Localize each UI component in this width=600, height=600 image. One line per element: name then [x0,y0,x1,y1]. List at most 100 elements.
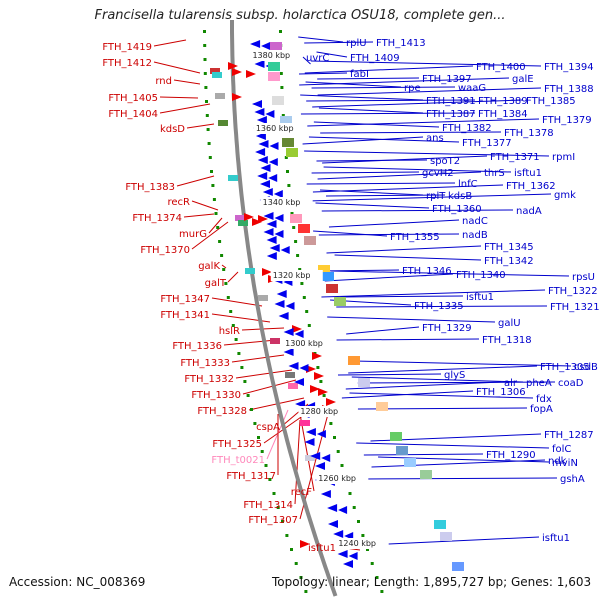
track-dot-left [220,254,224,257]
reverse-gene-arrow [266,252,277,260]
right-label-connector [326,245,482,254]
reverse-gene-arrow [283,328,294,336]
track-dot-left [276,506,280,509]
reverse-gene-arrow [274,214,284,222]
feature-block [322,272,334,281]
reverse-gene-arrow [257,156,268,164]
right-gene-label: FTH_1388 [544,84,594,95]
right-label-connector [324,273,454,282]
right-label-connector [323,166,512,173]
track-dot-right [336,450,340,453]
left-label-connector [173,79,201,85]
feature-block [396,446,408,455]
reverse-gene-arrow [262,188,273,196]
right-gene-label: FTH_1385 [526,96,576,107]
right-label-connector [364,477,558,480]
track-dot-right [302,296,306,299]
right-label-connector [304,150,550,157]
reverse-gene-arrow [274,300,285,308]
right-gene-label: rpe [404,83,421,94]
forward-gene-arrow [326,398,336,406]
forward-gene-arrow [262,268,272,276]
right-label-connector [357,381,556,384]
left-label-connector [227,271,239,283]
right-label-connector [316,51,348,58]
reverse-gene-arrow [338,506,348,514]
left-gene-label: FTH_1405 [108,93,158,104]
forward-gene-arrow [310,385,320,393]
scale-ticks: 1380 kbp 1360 kbp 1340 kbp 1320 kbp 1300 kbp… [250,50,389,549]
forward-gene-arrow [246,70,256,78]
right-label-connector [311,86,456,89]
right-gene-label: FTH_1305 [540,362,590,373]
reverse-gene-arrow [343,560,353,568]
reverse-gene-arrow [327,504,338,512]
track-dot-left [253,422,257,425]
right-gene-label: FTH_1400 [476,62,526,73]
right-gene-label: spoT2 [430,156,460,167]
right-gene-label: FTH_1379 [542,115,592,126]
right-label-connector [349,392,534,399]
right-label-connector [320,131,502,134]
forward-gene-arrow [232,68,242,76]
reverse-gene-arrow [348,552,358,560]
track-dot-left [203,30,206,33]
left-label-connector [211,297,263,307]
track-dot-right [333,436,336,439]
feature-block [282,138,294,147]
track-dot-right [281,114,285,117]
right-label-connector [302,136,424,145]
feature-block [440,532,452,541]
forward-gene-arrow [232,93,242,101]
right-gene-label: isftu1 [542,533,570,544]
track-dot-right [280,86,284,89]
track-dot-right [352,506,356,509]
reverse-gene-arrow [274,230,284,238]
reverse-gene-arrow [256,116,267,124]
right-label-connector [336,338,480,341]
right-label-connector [304,65,474,74]
right-label-connector [312,99,524,108]
feature-block [318,265,330,274]
scale-label-bg [270,270,323,281]
track-dot-right [294,240,298,243]
left-gene-label: FTH_1333 [180,358,230,369]
left-label-connector [153,39,187,47]
left-gene-label: isftu1 [308,543,336,554]
left-gene-label: FTH_1307 [248,515,298,526]
feature-block [305,455,315,461]
left-label-connector [299,413,315,492]
reverse-gene-arrow [252,100,262,108]
forward-gene-arrow [258,215,268,223]
track-dot-left [224,282,228,285]
feature-block [376,402,388,411]
right-gene-label: kdsB [448,191,472,202]
left-gene-label: FTH_t0021 [211,455,265,466]
reverse-gene-arrow [328,520,338,528]
track-dot-left [240,366,244,369]
track-dot-right [380,590,384,593]
scale-label: 1320 kbp [273,271,311,280]
right-label-connector [351,376,524,383]
reverse-gene-arrow [294,330,304,338]
left-gene-label: cspA [256,422,280,433]
right-label-connector [321,289,546,298]
scale-label-bg [336,538,389,549]
left-label-connector [221,264,227,269]
left-label-connector [223,339,277,346]
feature-block [270,338,280,344]
right-label-connector [317,171,482,180]
track-dot-right [298,268,302,271]
right-label-connector [306,182,456,185]
track-dot-left [214,212,218,215]
track-dot-left [207,142,211,145]
track-dot-left [243,380,247,383]
left-gene-label: FTH_1412 [102,58,152,69]
track-dot-left [299,576,303,579]
right-gene-label: FTH_1413 [376,38,426,49]
track-dot-left [304,590,308,593]
reverse-gene-arrow [320,490,331,498]
right-gene-label: rplT [426,191,446,202]
right-gene-label: thrS [484,168,505,179]
